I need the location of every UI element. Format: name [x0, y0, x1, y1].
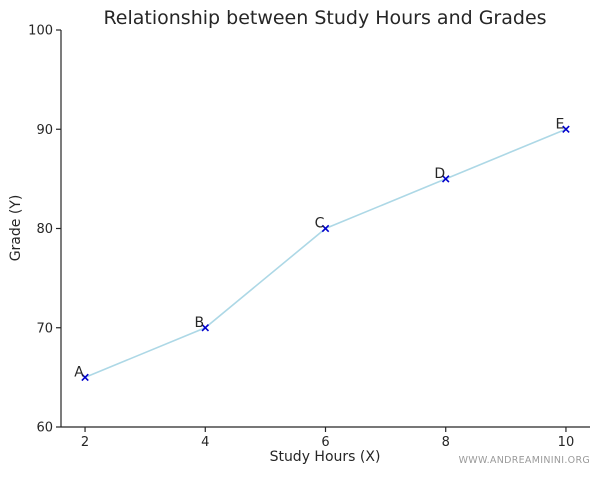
series-line: [84, 128, 567, 379]
y-axis-label: Grade (Y): [8, 195, 24, 262]
data-point-E: [562, 125, 570, 134]
point-label-A: A: [74, 364, 84, 380]
chart-title: Relationship between Study Hours and Gra…: [103, 7, 546, 29]
data-point-D: [441, 175, 450, 183]
y-tick-label-80: 80: [36, 222, 53, 237]
ticks: 2 4 6 8 10 60 70 80 90 100: [28, 24, 574, 451]
data-point-C: [321, 224, 330, 233]
point-label-B: B: [194, 315, 204, 331]
data-point-B: [201, 323, 210, 332]
y-tick-label-90: 90: [36, 123, 53, 138]
point-label-E: E: [556, 116, 565, 132]
x-tick-label-8: 8: [442, 435, 450, 450]
x-tick-label-6: 6: [321, 435, 329, 450]
x-tick-label-2: 2: [81, 435, 89, 450]
data-point-A: [81, 373, 89, 382]
plot-area: A B C D E: [74, 116, 570, 382]
watermark: WWW.ANDREAMININI.ORG: [459, 455, 590, 466]
x-tick-label-4: 4: [201, 435, 209, 450]
y-tick-label-70: 70: [36, 321, 53, 336]
x-tick-label-10: 10: [558, 435, 575, 450]
point-label-D: D: [434, 166, 445, 182]
point-label-C: C: [315, 216, 325, 232]
y-tick-label-60: 60: [36, 421, 53, 436]
y-tick-label-100: 100: [28, 24, 53, 39]
x-axis-label: Study Hours (X): [270, 449, 381, 465]
